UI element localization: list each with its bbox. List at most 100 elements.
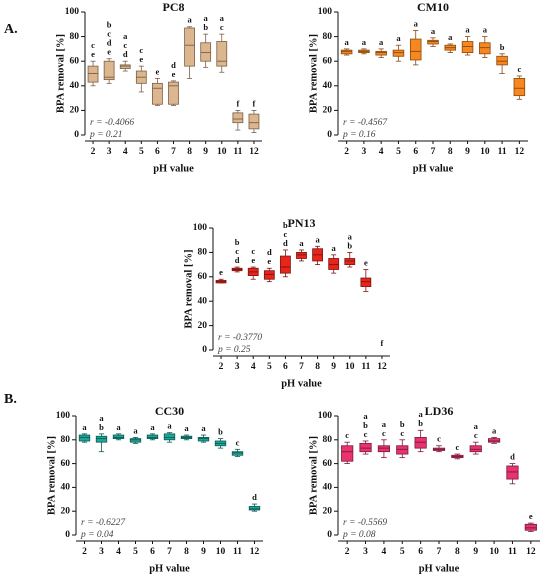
annotation: p = 0.25 [217, 345, 251, 355]
box [216, 41, 228, 67]
x-tick-label: 6 [283, 362, 288, 372]
significance-letter: f [253, 98, 256, 108]
y-tick-label: 40 [61, 483, 71, 493]
y-tick-label: 100 [318, 411, 333, 421]
box [231, 451, 244, 456]
box [340, 49, 353, 55]
significance-letter: d [107, 38, 112, 48]
box [427, 39, 439, 45]
significance-letter: a [414, 18, 419, 28]
chart-title: PC8 [163, 0, 185, 14]
significance-letter: a [474, 421, 479, 431]
x-tick-label: 7 [437, 547, 442, 557]
significance-letter: a [315, 234, 320, 244]
x-tick-label: 10 [345, 362, 355, 372]
significance-letter: a [299, 238, 304, 248]
x-tick-label: 10 [217, 147, 227, 157]
box [341, 445, 354, 462]
x-tick-label: 12 [250, 547, 260, 557]
box [328, 258, 340, 270]
box [506, 465, 519, 480]
chart-title: CC30 [155, 404, 184, 418]
x-tick-label: 5 [133, 547, 138, 557]
chart-title: PN13 [288, 216, 316, 230]
x-tick-label: 11 [508, 547, 517, 557]
x-tick-label: 6 [150, 547, 155, 557]
significance-letter: e [172, 69, 176, 79]
significance-letter: c [517, 64, 521, 74]
box [168, 81, 179, 105]
box [360, 277, 372, 287]
significance-letter: c [251, 246, 255, 256]
significance-letter: a [362, 37, 367, 47]
x-tick-label: 4 [123, 147, 128, 157]
y-tick-label: 0 [74, 130, 79, 140]
y-tick-label: 20 [61, 506, 71, 516]
significance-letter: b [99, 422, 104, 432]
y-tick-label: 0 [327, 530, 332, 540]
y-tick-label: 20 [198, 321, 208, 331]
box [197, 437, 210, 442]
significance-letter: c [91, 40, 95, 50]
y-tick-label: 40 [323, 81, 333, 91]
significance-letter: a [220, 13, 225, 23]
x-tick-label: 11 [361, 362, 370, 372]
x-tick-label: 10 [216, 547, 226, 557]
annotation: r = -0.4066 [90, 118, 134, 128]
significance-letter: a [363, 411, 368, 421]
box [461, 41, 474, 53]
y-tick-label: 60 [323, 459, 333, 469]
x-tick-label: 12 [526, 547, 536, 557]
significance-letter: c [455, 442, 459, 452]
significance-letter: d [171, 60, 176, 70]
box [146, 434, 159, 440]
significance-letter: b [400, 419, 405, 429]
box [359, 442, 372, 453]
x-tick-label: 9 [203, 147, 208, 157]
y-axis-label: BPA removal [%] [46, 436, 57, 515]
significance-letter: a [184, 423, 189, 433]
annotation: p = 0.08 [342, 530, 376, 540]
significance-letter: e [364, 257, 368, 267]
significance-letter: a [465, 25, 470, 35]
significance-letter: d [267, 247, 272, 257]
significance-letter: a [123, 31, 128, 41]
significance-letter: b [418, 418, 423, 428]
significance-letter: a [483, 25, 488, 35]
significance-letter: a [345, 37, 350, 47]
significance-letter: c [474, 430, 478, 440]
x-tick-label: 12 [377, 362, 387, 372]
y-tick-label: 80 [61, 435, 71, 445]
box [200, 42, 212, 62]
significance-letter: d [123, 49, 128, 59]
box [487, 438, 501, 443]
box [95, 435, 108, 443]
box [78, 434, 91, 442]
annotation: r = -0.3770 [218, 333, 262, 343]
x-tick-label: 7 [171, 147, 176, 157]
x-tick-label: 2 [344, 147, 349, 157]
significance-letter: a [116, 422, 121, 432]
x-tick-label: 11 [233, 147, 242, 157]
box [513, 78, 526, 97]
x-tick-label: 3 [99, 547, 104, 557]
significance-letter: b [203, 22, 208, 32]
y-tick-label: 40 [323, 483, 333, 493]
significance-letter: d [235, 255, 240, 265]
y-tick-label: 40 [70, 81, 80, 91]
y-tick-label: 0 [327, 130, 332, 140]
y-tick-label: 60 [61, 459, 71, 469]
significance-letter: b [363, 420, 368, 430]
x-tick-label: 6 [155, 147, 160, 157]
x-tick-label: 4 [116, 547, 121, 557]
significance-letter: b [235, 237, 240, 247]
x-tick-label: 9 [331, 362, 336, 372]
significance-letter: c [123, 40, 127, 50]
y-tick-label: 80 [198, 248, 208, 258]
box [377, 445, 391, 453]
box [248, 506, 261, 511]
significance-letter: e [219, 267, 223, 277]
significance-letter: b [107, 20, 112, 30]
y-axis-label: BPA removal [%] [183, 250, 194, 329]
panel-label: A. [4, 22, 18, 37]
